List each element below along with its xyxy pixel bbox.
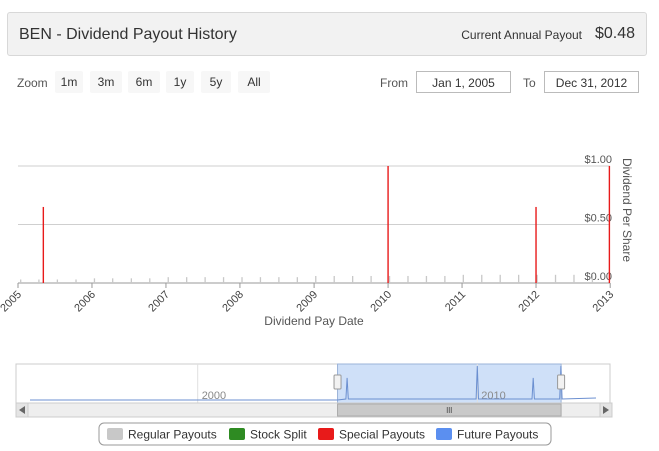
- chart-header: BEN - Dividend Payout History Current An…: [7, 12, 647, 56]
- regular-payout-bar[interactable]: [186, 277, 188, 283]
- zoom-6m-button[interactable]: 6m: [128, 71, 160, 93]
- regular-payout-bar[interactable]: [591, 274, 594, 283]
- regular-payout-bar[interactable]: [573, 274, 575, 283]
- legend-swatch: [318, 428, 334, 440]
- regular-payout-bar[interactable]: [204, 277, 206, 283]
- y-tick-label: $0.50: [584, 213, 612, 225]
- zoom-label: Zoom: [17, 76, 48, 90]
- regular-payout-bar[interactable]: [130, 278, 132, 283]
- regular-payout-bar[interactable]: [259, 277, 262, 283]
- regular-payout-bar[interactable]: [517, 274, 520, 283]
- regular-payout-bar[interactable]: [370, 275, 372, 283]
- regular-payout-bar[interactable]: [554, 274, 557, 283]
- x-tick-label: 2008: [220, 289, 246, 315]
- arrow-right-icon: [603, 406, 609, 414]
- regular-payout-bar[interactable]: [536, 274, 538, 283]
- regular-payout-bar[interactable]: [112, 278, 114, 283]
- page-title: BEN - Dividend Payout History: [19, 26, 237, 43]
- legend-item[interactable]: Stock Split: [250, 428, 307, 442]
- zoom-1m-button[interactable]: 1m: [55, 71, 83, 93]
- regular-payout-bar[interactable]: [149, 278, 151, 283]
- legend-swatch: [436, 428, 452, 440]
- legend-swatch: [107, 428, 123, 440]
- regular-payout-bar[interactable]: [499, 274, 501, 283]
- regular-payout-bar[interactable]: [167, 277, 169, 283]
- regular-payout-bar[interactable]: [352, 275, 354, 283]
- y-tick-label: $0.00: [584, 271, 612, 283]
- regular-payout-bar[interactable]: [407, 275, 409, 283]
- regular-payout-bar[interactable]: [333, 275, 335, 283]
- navigator-right-handle[interactable]: [557, 374, 566, 390]
- y-tick-label: $1.00: [584, 154, 612, 166]
- x-tick-label: 2011: [443, 289, 468, 314]
- navigator-left-handle[interactable]: [333, 374, 342, 390]
- x-tick-label: 2009: [294, 289, 320, 315]
- regular-payout-bar[interactable]: [315, 275, 317, 283]
- zoom-5y-button[interactable]: 5y: [201, 71, 231, 93]
- x-tick-label: 2006: [72, 289, 98, 315]
- regular-payout-bar[interactable]: [38, 279, 40, 283]
- current-payout-label: Current Annual Payout: [461, 28, 582, 42]
- from-date-input[interactable]: Jan 1, 2005: [416, 71, 511, 93]
- regular-payout-bar[interactable]: [481, 274, 483, 283]
- current-payout-value: $0.48: [594, 25, 635, 42]
- regular-payout-bar[interactable]: [75, 279, 77, 283]
- legend-swatch: [229, 428, 245, 440]
- y-axis-title: Dividend Per Share: [620, 158, 634, 262]
- regular-payout-bar[interactable]: [20, 279, 22, 283]
- from-label: From: [380, 76, 408, 90]
- zoom-1y-button[interactable]: 1y: [166, 71, 194, 93]
- x-tick-label: 2013: [591, 289, 617, 315]
- regular-payout-bar[interactable]: [241, 277, 243, 283]
- regular-payout-bar[interactable]: [444, 275, 446, 283]
- zoom-3m-button[interactable]: 3m: [90, 71, 122, 93]
- to-date-input[interactable]: Dec 31, 2012: [544, 71, 639, 93]
- regular-payout-bar[interactable]: [56, 279, 59, 283]
- x-tick-label: 2005: [0, 289, 24, 315]
- x-tick-label: 2010: [368, 289, 394, 315]
- regular-payout-bar[interactable]: [462, 274, 464, 283]
- x-tick-label: 2007: [146, 289, 172, 315]
- zoom-all-button[interactable]: All: [238, 71, 270, 93]
- x-tick-label: 2012: [516, 289, 542, 315]
- regular-payout-bar[interactable]: [222, 277, 225, 283]
- regular-payout-bar[interactable]: [93, 278, 96, 283]
- to-label: To: [523, 76, 536, 90]
- x-axis-title: Dividend Pay Date: [264, 314, 364, 328]
- legend-item[interactable]: Regular Payouts: [128, 428, 217, 442]
- navigator-tick-label: 2010: [481, 390, 505, 402]
- legend-item[interactable]: Special Payouts: [339, 428, 425, 442]
- arrow-left-icon: [19, 406, 25, 414]
- navigator-selection[interactable]: [337, 363, 562, 404]
- regular-payout-bar[interactable]: [425, 275, 428, 283]
- navigator-tick-label: 2000: [202, 390, 226, 402]
- regular-payout-bar[interactable]: [278, 277, 280, 283]
- legend-item[interactable]: Future Payouts: [457, 428, 538, 442]
- regular-payout-bar[interactable]: [388, 275, 391, 283]
- regular-payout-bar[interactable]: [296, 277, 298, 283]
